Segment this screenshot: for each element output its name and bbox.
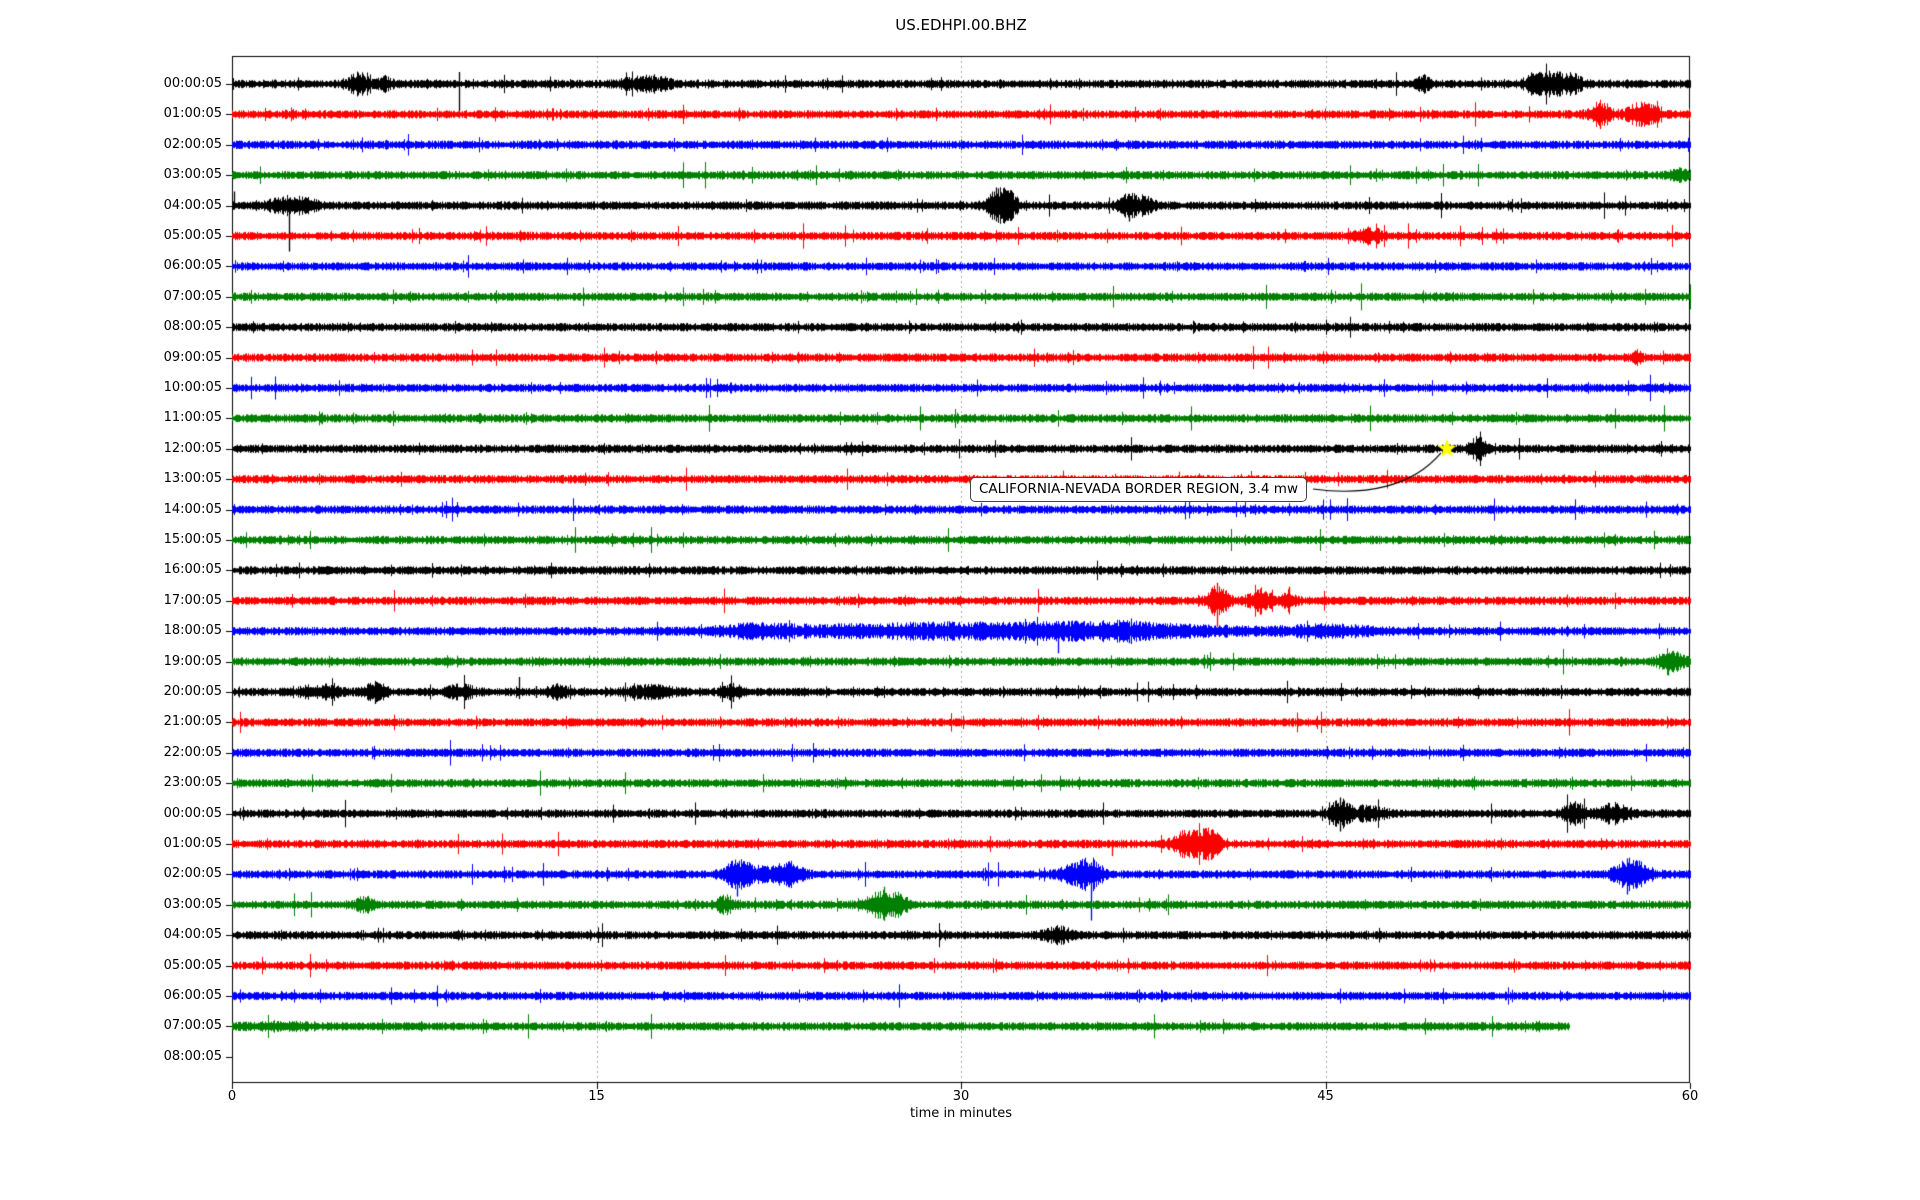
y-tick-label: 01:00:05 [163,106,222,122]
y-tick-label: 17:00:05 [163,592,222,608]
chart-title: US.EDHPI.00.BHZ [895,16,1027,34]
y-tick-label: 02:00:05 [163,866,222,882]
y-tick-label: 05:00:05 [163,228,222,243]
y-tick-label: 10:00:05 [163,380,222,395]
y-tick-label: 13:00:05 [163,471,222,487]
y-tick-label: 03:00:05 [163,167,222,183]
y-tick-label: 03:00:05 [163,896,222,912]
y-tick-label: 21:00:05 [163,714,222,730]
y-tick-label: 11:00:05 [163,410,222,426]
y-tick-label: 09:00:05 [163,349,222,365]
y-tick-label: 00:00:05 [163,805,222,821]
y-tick-label: 07:00:05 [163,288,222,304]
y-tick-label: 08:00:05 [163,319,222,335]
y-tick-label: 02:00:05 [163,136,222,152]
x-tick-label: 30 [952,1089,970,1104]
y-tick-label: 07:00:05 [163,1018,222,1034]
x-tick-label: 15 [588,1089,605,1104]
y-tick-label: 15:00:05 [163,532,222,547]
y-tick-label: 04:00:05 [163,197,222,213]
y-tick-label: 16:00:05 [163,562,222,578]
y-tick-label: 05:00:05 [163,957,222,973]
y-tick-label: 12:00:05 [163,440,222,456]
y-tick-label: 14:00:05 [163,501,222,517]
y-tick-label: 23:00:05 [163,775,222,791]
y-tick-label: 00:00:05 [163,76,222,91]
y-tick-label: 19:00:05 [163,653,222,669]
y-tick-label: 20:00:05 [163,684,222,699]
y-tick-label: 06:00:05 [163,258,222,274]
y-tick-label: 08:00:05 [163,1048,222,1064]
y-tick-label: 18:00:05 [163,623,222,639]
event-annotation-callout: CALIFORNIA-NEVADA BORDER REGION, 3.4 mw [970,477,1307,502]
x-tick-label: 0 [227,1089,237,1104]
y-tick-label: 04:00:05 [163,927,222,943]
y-tick-label: 06:00:05 [163,988,222,1003]
y-tick-label: 01:00:05 [163,836,222,851]
x-tick-label: 60 [1681,1089,1699,1104]
x-axis-title: time in minutes [909,1106,1013,1121]
y-tick-label: 22:00:05 [163,744,222,760]
x-tick-label: 45 [1317,1089,1334,1104]
